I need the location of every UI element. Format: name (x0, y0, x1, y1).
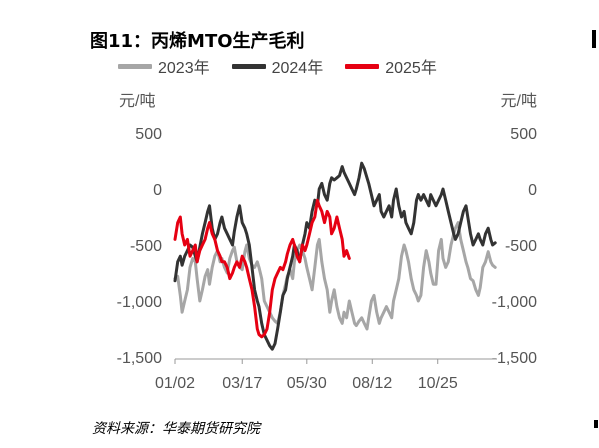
x-tick-label: 10/25 (418, 375, 458, 392)
legend: 2023年 2024年 2025年 (118, 54, 459, 78)
y-tick-label-left: -1,500 (117, 350, 162, 367)
x-tick-label: 08/12 (352, 375, 392, 392)
source-note: 资料来源：华泰期货研究院 (92, 421, 260, 437)
legend-label-2024: 2024年 (271, 60, 324, 77)
legend-label-2025: 2025年 (385, 60, 437, 77)
x-tick-label: 03/17 (222, 375, 262, 392)
y-tick-label-right: -1,500 (492, 350, 537, 367)
y-tick-label-left: 500 (135, 126, 162, 143)
legend-swatch-2023 (118, 63, 152, 69)
series-line-2024年 (173, 161, 497, 351)
y-axis-label-right: 元/吨 (501, 92, 537, 110)
edge-mark-bottom (594, 420, 598, 428)
y-tick-label-right: 0 (528, 182, 537, 199)
x-tick-label: 01/02 (155, 375, 195, 392)
edge-mark (592, 30, 596, 48)
y-tick-label-right: -500 (505, 238, 537, 255)
series-line-2025年 (173, 198, 351, 339)
legend-item-2023: 2023年 (118, 54, 210, 78)
y-axis-label-left: 元/吨 (119, 92, 155, 110)
legend-swatch-2025 (345, 63, 380, 69)
y-tick-label-left: -500 (130, 238, 162, 255)
legend-item-2025: 2025年 (345, 54, 437, 78)
y-tick-label-left: -1,000 (117, 294, 162, 311)
y-tick-label-left: 0 (153, 182, 162, 199)
series-line-2023年 (173, 221, 497, 331)
y-tick-label-right: 500 (510, 126, 537, 143)
chart-title: 图11：丙烯MTO生产毛利 (90, 31, 305, 52)
x-tick-label: 05/30 (287, 375, 327, 392)
legend-label-2023: 2023年 (158, 60, 210, 77)
y-tick-label-right: -1,000 (492, 294, 537, 311)
legend-item-2024: 2024年 (231, 54, 324, 78)
legend-swatch-2024 (231, 63, 266, 69)
